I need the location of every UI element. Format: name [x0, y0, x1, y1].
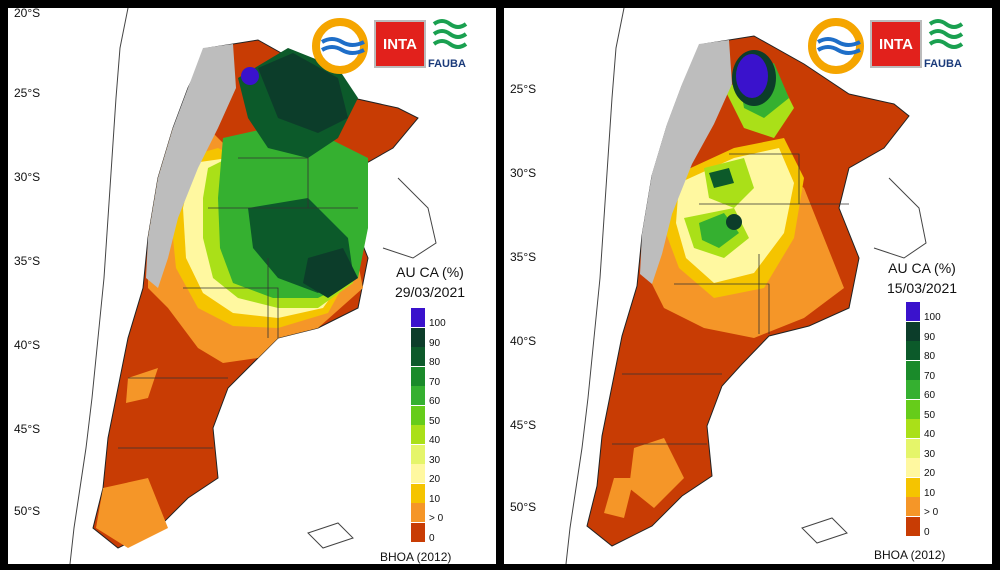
legend-swatch: [411, 308, 425, 327]
lat-label: 50°S: [510, 500, 537, 514]
legend-swatch: [906, 302, 920, 321]
logos: INTA FAUBA: [312, 14, 482, 76]
legend-label: 80: [924, 351, 936, 362]
inta-logo: INTA: [374, 20, 426, 68]
legend-label: 40: [429, 435, 441, 446]
legend-label: 30: [924, 448, 936, 460]
legend-label: 100: [429, 318, 446, 329]
legend-label: > 0: [429, 513, 444, 524]
legend-swatch: [906, 399, 920, 419]
legend-swatch: [411, 425, 425, 444]
lat-label: 20°S: [14, 8, 41, 20]
legend-swatch: [411, 444, 425, 464]
map-panel-right: 25°S 30°S 35°S 40°S 45°S 50°S INTA FAUBA…: [504, 8, 992, 564]
lat-label: 30°S: [14, 170, 41, 184]
legend-swatch: [906, 458, 920, 477]
fauba-label: FAUBA: [924, 58, 962, 70]
legend-label: 70: [924, 370, 936, 382]
logos: INTA FAUBA: [808, 14, 978, 76]
legend-swatch: [411, 366, 425, 386]
legend-label: 90: [429, 337, 441, 349]
legend-swatch: [411, 464, 425, 483]
lat-label: 30°S: [510, 166, 537, 180]
lat-label: 40°S: [510, 334, 537, 348]
fauba-label: FAUBA: [428, 58, 466, 70]
fauba-logo-icon: [432, 16, 472, 54]
lat-label: 45°S: [14, 422, 41, 436]
legend-swatch: [411, 483, 425, 503]
legend-label: 70: [429, 376, 441, 388]
legend-swatch: [411, 405, 425, 425]
legend-label: 40: [924, 429, 936, 440]
legend-label: 0: [429, 532, 435, 544]
lat-label: 25°S: [510, 82, 537, 96]
lat-label: 40°S: [14, 338, 41, 352]
credit-label: BHOA (2012): [380, 550, 452, 564]
andes-mountains: [640, 40, 732, 284]
legend-date: 29/03/2021: [394, 284, 466, 300]
argentina-map-right: [565, 8, 927, 564]
lat-label: 25°S: [14, 86, 41, 100]
lat-label: 45°S: [510, 418, 537, 432]
legend-label: 20: [924, 468, 936, 479]
legend-label: 10: [429, 493, 441, 505]
legend-label: 100: [924, 312, 941, 323]
legend-swatch: [906, 380, 920, 399]
legend-swatch: [906, 360, 920, 380]
inta-logo: INTA: [870, 20, 922, 68]
legend-date: 15/03/2021: [886, 280, 958, 296]
credit-label: BHOA (2012): [874, 548, 946, 562]
legend-swatch: [411, 327, 425, 347]
legend-swatch: [906, 477, 920, 497]
legend-title: AU CA (%): [396, 264, 464, 280]
fauba-logo-icon: [928, 16, 968, 54]
ora-logo-icon: [312, 18, 368, 74]
legend-swatch: [906, 419, 920, 438]
legend-label: 10: [924, 487, 936, 499]
legend-title: AU CA (%): [888, 260, 956, 276]
andes-mountains: [146, 44, 236, 288]
legend-swatch: [906, 438, 920, 458]
legend-swatch: [411, 522, 425, 542]
legend-label: 0: [924, 526, 930, 538]
legend-label: 60: [924, 390, 936, 401]
legend-label: 50: [429, 415, 441, 427]
legend-swatch: [906, 516, 920, 536]
legend-swatch: [411, 503, 425, 522]
legend-swatch: [906, 341, 920, 360]
legend-swatch: [906, 321, 920, 341]
lat-label: 50°S: [14, 504, 41, 518]
legend-swatch: [411, 347, 425, 366]
lat-label: 35°S: [14, 254, 41, 268]
legend-label: 90: [924, 331, 936, 343]
legend-label: 50: [924, 409, 936, 421]
lat-label: 35°S: [510, 250, 537, 264]
legend-label: > 0: [924, 507, 939, 518]
legend-label: 20: [429, 474, 441, 485]
argentina-map-left: [69, 8, 437, 564]
legend-swatch: [906, 497, 920, 516]
legend-swatch: [411, 386, 425, 405]
legend-label: 80: [429, 357, 441, 368]
legend-label: 60: [429, 396, 441, 407]
legend-label: 30: [429, 454, 441, 466]
ora-logo-icon: [808, 18, 864, 74]
map-panel-left: 20°S 25°S 30°S 35°S 40°S 45°S 50°S INTA …: [8, 8, 496, 564]
